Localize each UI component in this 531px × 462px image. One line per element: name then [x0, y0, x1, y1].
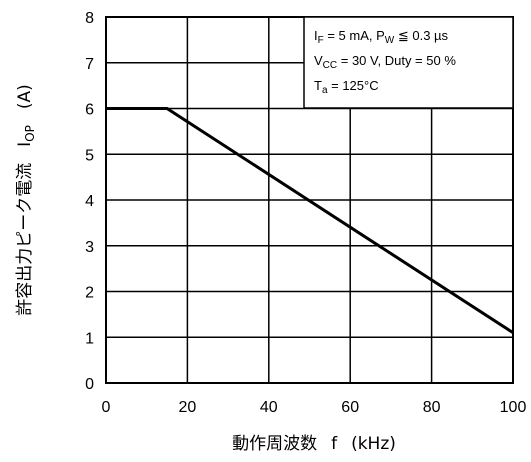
- series-layer: [106, 107, 514, 334]
- x-tick-label: 0: [102, 399, 111, 416]
- condition-line: VCC = 30 V, Duty = 50 %: [314, 53, 456, 71]
- y-tick-labels: 0 1 2 3 4 5 6 7 8: [85, 10, 94, 393]
- y-axis-title: 許容出力ピーク電流 IOP (A): [15, 84, 37, 316]
- y-tick-label: 1: [85, 330, 94, 347]
- y-tick-label: 4: [85, 193, 94, 210]
- condition-line: IF = 5 mA, PW ≦ 0.3 µs: [314, 28, 449, 46]
- x-axis-label: 動作周波数: [232, 434, 317, 454]
- y-tick-label: 0: [85, 376, 94, 393]
- conditions-box: IF = 5 mA, PW ≦ 0.3 µs VCC = 30 V, Duty =…: [303, 16, 514, 109]
- x-tick-label: 20: [179, 399, 197, 416]
- x-tick-label: 60: [341, 399, 359, 416]
- x-axis-symbol: f: [331, 434, 338, 454]
- x-tick-label: 80: [423, 399, 441, 416]
- condition-line: Ta = 125°C: [314, 78, 379, 96]
- x-axis-unit: (kHz): [351, 434, 396, 454]
- y-tick-label: 6: [85, 102, 94, 119]
- y-tick-label: 8: [85, 10, 94, 27]
- x-axis-title: 動作周波数 f (kHz): [232, 434, 396, 454]
- y-tick-label: 5: [85, 147, 94, 164]
- y-axis-label: 許容出力ピーク電流: [15, 163, 35, 316]
- y-axis-symbol-sub: OP: [23, 125, 37, 142]
- x-tick-label: 40: [260, 399, 278, 416]
- y-axis-unit: (A): [15, 84, 35, 109]
- y-tick-label: 2: [85, 285, 94, 302]
- y-tick-label: 3: [85, 239, 94, 256]
- x-tick-label: 100: [500, 399, 527, 416]
- series-line: [106, 107, 514, 334]
- y-axis-symbol: I: [15, 142, 35, 147]
- x-tick-labels: 0 20 40 60 80 100: [102, 399, 527, 416]
- y-tick-label: 7: [85, 56, 94, 73]
- conditions-box-frame: [303, 16, 514, 109]
